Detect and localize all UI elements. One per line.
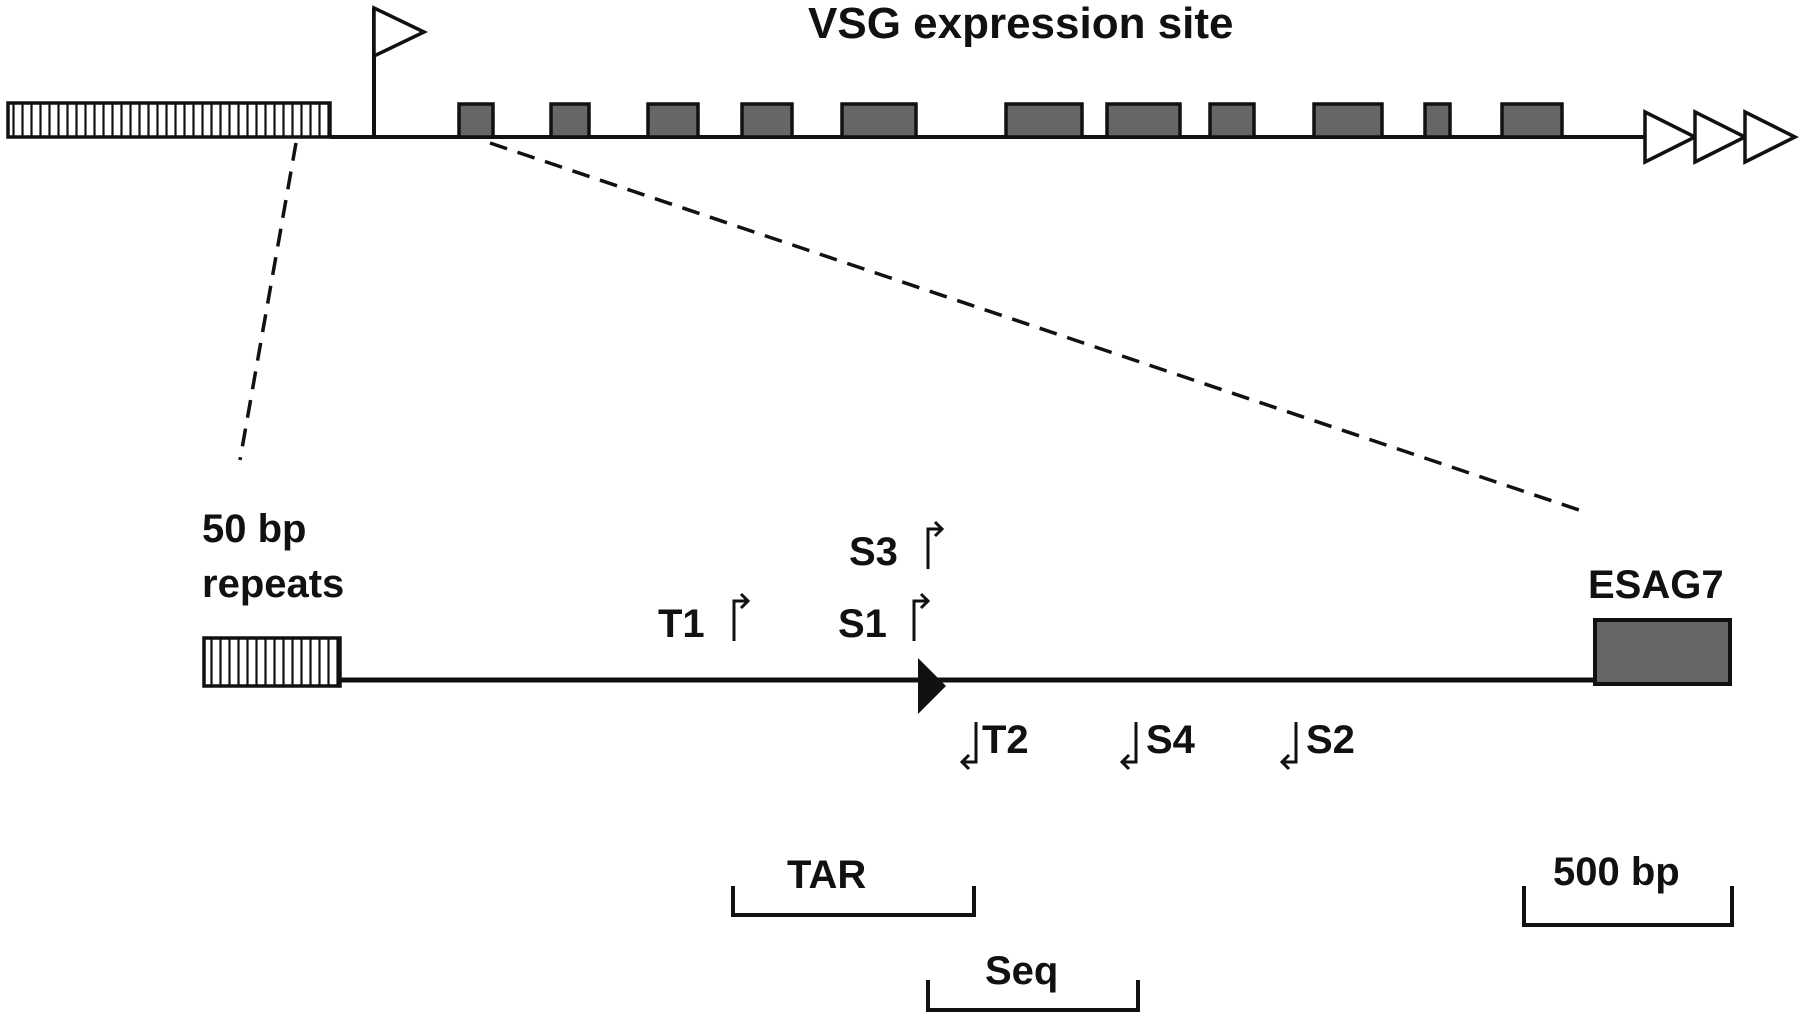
primer-label-T2: T2 <box>982 718 1029 762</box>
gene-box <box>1105 102 1182 139</box>
gene-box <box>457 102 495 139</box>
seq-bracket <box>926 980 1140 1012</box>
forward-primer-arrow-icon <box>912 592 931 641</box>
reverse-primer-arrow-icon <box>1119 722 1138 771</box>
primer-label-S1: S1 <box>838 602 887 646</box>
gene-box <box>549 102 591 139</box>
gene-box <box>1208 102 1256 139</box>
gene-box <box>1004 102 1084 139</box>
zoom-line-left <box>238 142 298 461</box>
telomere-triangles-icon <box>1643 109 1799 165</box>
reverse-primer-arrow-icon <box>959 722 978 771</box>
promoter-flag-icon <box>372 5 429 137</box>
top-repeats-block <box>6 101 332 139</box>
gene-box <box>646 102 700 139</box>
bottom-repeats-block <box>202 636 342 688</box>
repeats-label-line2: repeats <box>202 562 344 606</box>
seq-label: Seq <box>985 949 1058 993</box>
forward-primer-arrow-icon <box>926 520 945 569</box>
esag7-label: ESAG7 <box>1588 563 1724 607</box>
gene-box <box>840 102 918 139</box>
scale-bar <box>1522 886 1734 927</box>
zoom-dashed-lines <box>238 141 1586 514</box>
forward-primer-arrow-icon <box>732 592 751 641</box>
zoom-line-right <box>489 141 1586 514</box>
gene-box <box>1423 102 1452 139</box>
esag7-gene-box <box>1593 618 1732 686</box>
repeats-label-line1: 50 bp <box>202 507 306 551</box>
primer-label-S4: S4 <box>1146 718 1196 762</box>
gene-boxes <box>457 102 1564 139</box>
gene-box <box>1500 102 1564 139</box>
promoter-arrow-icon <box>918 658 946 714</box>
scale-bar-label: 500 bp <box>1553 850 1680 894</box>
primer-label-S2: S2 <box>1306 718 1355 762</box>
gene-box <box>740 102 794 139</box>
tar-bracket <box>731 886 976 917</box>
reverse-primer-arrow-icon <box>1279 722 1298 771</box>
gene-box <box>1312 102 1384 139</box>
diagram-title: VSG expression site <box>808 0 1234 48</box>
primer-label-S3: S3 <box>849 530 898 574</box>
tar-label: TAR <box>787 853 866 897</box>
primer-label-T1: T1 <box>658 602 705 646</box>
